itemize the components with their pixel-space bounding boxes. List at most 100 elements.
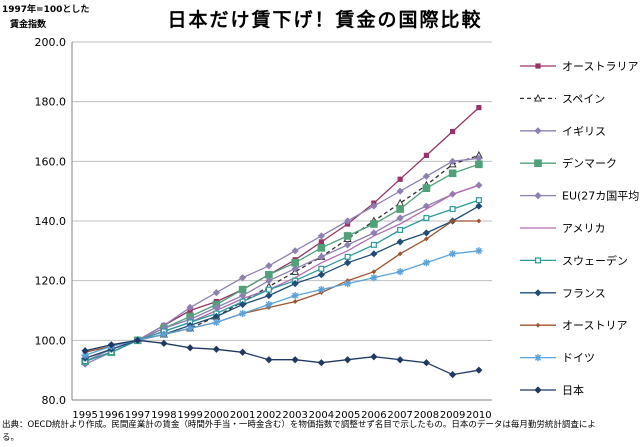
legend-label: アメリカ [562,222,605,235]
legend-label: EU(27カ国平均) [562,190,640,203]
data-point-marker [396,187,404,195]
x-tick-label: 2004 [309,410,334,421]
data-point-marker [370,241,377,248]
data-point-marker [317,232,325,240]
y-unit-label-line1: 1997年=100とした [2,3,89,15]
data-point-marker [212,345,220,353]
data-point-marker [291,265,299,273]
data-point-marker [134,336,142,344]
data-point-marker [448,169,457,178]
x-tick-label: 2009 [440,410,465,421]
data-point-marker [317,253,325,261]
data-point-marker [344,259,352,267]
data-point-marker [475,197,482,204]
legend-marker [534,192,542,200]
data-point-marker [450,128,456,135]
data-point-marker [475,160,483,169]
x-tick-label: 2002 [256,410,281,421]
data-point-marker [475,202,483,210]
data-point-marker [265,291,273,300]
data-point-marker [450,218,456,224]
legend-label: デンマーク [562,156,617,170]
x-tick-label: 2001 [230,410,255,421]
legend-label: オーストラリア [562,60,638,73]
y-tick-label: 180.0 [35,96,67,109]
data-point-marker [344,253,351,260]
x-tick-label: 2000 [204,410,229,421]
legend-marker [535,63,541,69]
y-tick-label: 140.0 [35,215,67,228]
data-point-marker [422,184,431,192]
x-tick-labels: 1995 1996 1997 1998 1999 2000 2001 2002 2003 2004… [72,410,491,421]
data-point-marker [423,152,429,158]
data-point-marker [422,229,430,237]
data-point-marker [396,268,404,276]
data-point-marker [107,341,115,349]
data-point-marker [397,226,404,233]
legend-marker [534,159,542,167]
legend-marker [534,289,542,297]
y-unit-label-line2: 賃金指数 [9,18,47,30]
data-point-marker [317,359,325,367]
data-point-marker [291,291,299,300]
data-point-marker [370,353,378,361]
data-point-marker [396,205,404,213]
y-tick-label: 100.0 [35,334,67,347]
legend-marker [534,127,542,135]
x-tick-label: 2008 [414,410,439,421]
data-point-marker [344,217,352,225]
data-point-marker [396,198,405,207]
x-tick-label: 1999 [177,410,202,421]
data-point-marker [212,318,220,327]
data-point-marker [370,220,378,228]
data-point-marker [396,214,404,222]
data-point-marker [186,303,194,312]
data-point-marker [449,206,456,213]
series-line [84,220,479,353]
x-tick-label: 2006 [361,410,386,421]
data-point-marker [397,176,403,182]
data-point-marker [396,238,404,246]
data-point-marker [343,232,352,240]
data-point-marker [81,347,89,355]
series-line [84,163,480,362]
data-point-marker [370,274,378,282]
data-point-marker [344,241,352,249]
data-point-marker [475,366,483,374]
data-point-marker [186,324,194,332]
data-point-marker [344,356,352,364]
data-point-marker [212,289,220,297]
series-line [84,184,480,362]
x-tick-label: 1998 [151,410,176,421]
legend-label: フランス [562,287,606,300]
data-point-marker [291,280,299,288]
data-point-marker [449,250,457,258]
data-point-marker [265,286,272,293]
series-line [84,157,479,365]
y-tick-labels: 80.0 100.0 120.0 140.0 160.0 180.0 200.0 [35,36,67,407]
data-point-marker [449,157,457,165]
data-point-marker [344,280,352,288]
data-point-marker [160,330,168,338]
legend-marker [533,93,543,102]
chart-title: 日本だけ賃下げ！賃金の国際比較 [167,8,482,31]
legend-label: ドイツ [562,352,595,365]
data-point-marker [239,348,247,356]
series-line [84,339,480,376]
data-point-marker [317,271,325,279]
data-point-marker [265,262,273,270]
data-point-marker [186,344,194,352]
legend-marker [534,257,541,264]
data-point-marker [291,247,299,255]
data-point-marker [265,356,273,364]
data-point-marker [396,356,404,364]
y-tick-label: 160.0 [35,155,67,168]
legend-marker [534,386,542,394]
series-line [84,184,480,362]
grid [72,41,492,341]
data-point-marker [476,218,482,224]
legend-label: スウェーデン [562,253,628,267]
series-line [84,205,480,359]
legend-label: オーストリア [562,319,627,332]
